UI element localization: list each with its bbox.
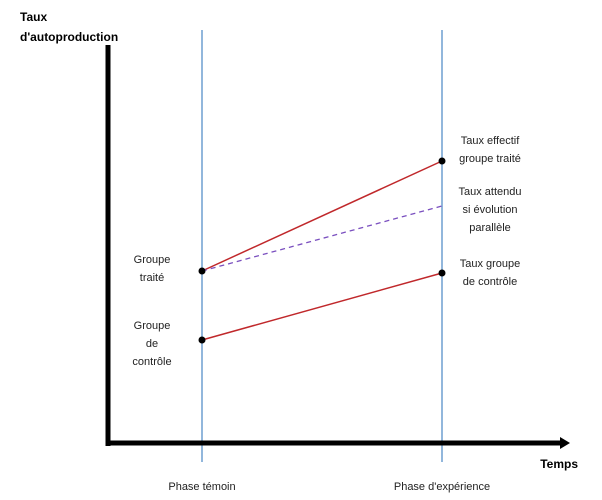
point <box>438 157 446 165</box>
expected-line <box>201 205 443 272</box>
phase-label: Phase d'expérience <box>394 481 490 493</box>
point-label: traité <box>140 272 164 284</box>
y-axis-label: d'autoproduction <box>20 30 118 44</box>
point-label: de <box>146 338 158 350</box>
phase-label: Phase témoin <box>168 481 235 493</box>
control-line <box>201 272 443 341</box>
point <box>198 267 206 275</box>
point-label: Groupe <box>134 320 171 332</box>
point-label: parallèle <box>469 222 511 234</box>
treated-line <box>201 160 443 272</box>
point-label: Taux attendu <box>459 186 522 198</box>
point-label: Taux groupe <box>460 258 521 270</box>
point <box>198 336 206 344</box>
point-label: Groupe <box>134 254 171 266</box>
point-label: groupe traité <box>459 153 521 165</box>
point-label: si évolution <box>462 204 517 216</box>
y-axis-label: Taux <box>20 10 47 24</box>
x-axis-arrow <box>560 437 570 449</box>
point <box>438 269 446 277</box>
x-axis-label: Temps <box>540 457 578 471</box>
point-label: Taux effectif <box>461 135 520 147</box>
point-label: contrôle <box>132 356 171 368</box>
point-label: de contrôle <box>463 276 517 288</box>
